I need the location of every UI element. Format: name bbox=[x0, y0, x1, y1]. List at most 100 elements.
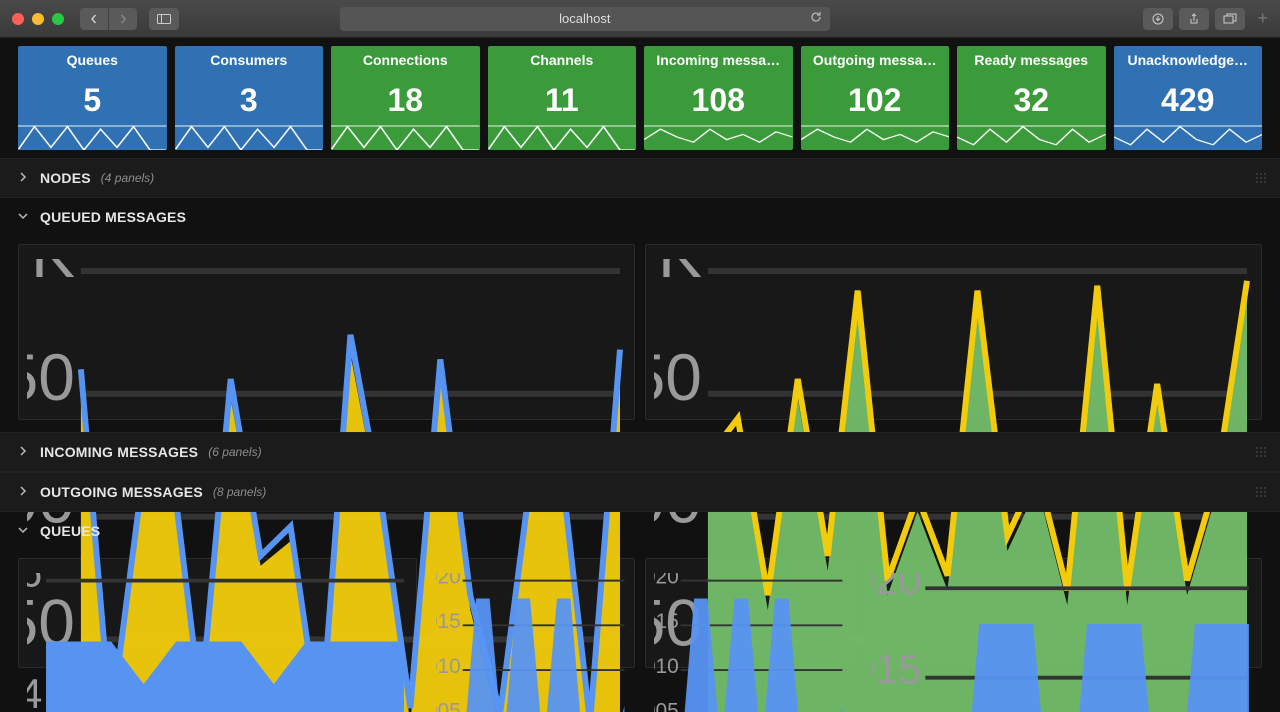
stat-tiles-row: Queues 5 Consumers 3 Connections 18 Chan… bbox=[0, 38, 1280, 158]
svg-text:6: 6 bbox=[27, 573, 42, 595]
row-title: OUTGOING MESSAGES bbox=[40, 484, 203, 500]
row-header-nodes[interactable]: NODES (4 panels) bbox=[0, 158, 1280, 198]
tile-title: Unacknowledge… bbox=[1120, 52, 1257, 68]
svg-text:0.015: 0.015 bbox=[436, 610, 461, 633]
panel-queues-created[interactable]: Queues created / s 0.0050.0100.0150.020 bbox=[645, 558, 853, 668]
svg-text:750: 750 bbox=[27, 340, 75, 414]
row-header-queued-messages[interactable]: QUEUED MESSAGES bbox=[0, 198, 1280, 236]
row-subtitle: (8 panels) bbox=[213, 485, 266, 499]
svg-text:0.010: 0.010 bbox=[436, 655, 461, 678]
panel-messages-ready[interactable]: Messages ready to be delivered 025050075… bbox=[18, 244, 635, 420]
stat-tile[interactable]: Queues 5 bbox=[18, 46, 167, 150]
stat-tile[interactable]: Unacknowledge… 429 bbox=[1114, 46, 1263, 150]
new-tab-button[interactable]: + bbox=[1257, 8, 1268, 29]
share-button[interactable] bbox=[1179, 8, 1209, 30]
tile-sparkline bbox=[18, 120, 167, 150]
row-subtitle: (6 panels) bbox=[208, 445, 261, 459]
row-title: QUEUED MESSAGES bbox=[40, 209, 186, 225]
row-header-outgoing[interactable]: OUTGOING MESSAGES (8 panels) bbox=[0, 472, 1280, 512]
row-title: QUEUES bbox=[40, 523, 100, 539]
chevron-right-icon bbox=[118, 14, 128, 24]
svg-text:0.010: 0.010 bbox=[654, 655, 679, 678]
tile-value: 11 bbox=[545, 82, 579, 119]
tile-sparkline bbox=[801, 120, 950, 150]
svg-text:0.020: 0.020 bbox=[654, 573, 679, 588]
tile-value: 108 bbox=[692, 82, 745, 119]
tile-title: Outgoing messa… bbox=[807, 52, 944, 68]
close-window-button[interactable] bbox=[12, 13, 24, 25]
downloads-button[interactable] bbox=[1143, 8, 1173, 30]
drag-handle-icon[interactable] bbox=[1254, 445, 1268, 459]
row-title: NODES bbox=[40, 170, 91, 186]
row-title: INCOMING MESSAGES bbox=[40, 444, 198, 460]
row-subtitle: (4 panels) bbox=[101, 171, 154, 185]
chevron-right-icon bbox=[18, 443, 30, 461]
chevron-right-icon bbox=[18, 483, 30, 501]
browser-chrome: localhost + bbox=[0, 0, 1280, 38]
sidebar-toggle-button[interactable] bbox=[149, 8, 179, 30]
chevron-down-icon bbox=[18, 208, 30, 226]
svg-text:0.005: 0.005 bbox=[654, 700, 679, 712]
stat-tile[interactable]: Outgoing messa… 102 bbox=[801, 46, 950, 150]
stat-tile[interactable]: Channels 11 bbox=[488, 46, 637, 150]
svg-text:1.0 K: 1.0 K bbox=[27, 259, 75, 291]
tile-value: 32 bbox=[1013, 82, 1049, 119]
panel-queues-deleted[interactable]: Queues deleted / s 0.0050.0100.0150.020 bbox=[863, 558, 1262, 668]
svg-text:1.0 K: 1.0 K bbox=[654, 259, 702, 291]
minimize-window-button[interactable] bbox=[32, 13, 44, 25]
tile-sparkline bbox=[644, 120, 793, 150]
chevron-down-icon bbox=[18, 522, 30, 540]
stat-tile[interactable]: Incoming messa… 108 bbox=[644, 46, 793, 150]
tile-sparkline bbox=[957, 120, 1106, 150]
row-header-incoming[interactable]: INCOMING MESSAGES (6 panels) bbox=[0, 432, 1280, 472]
svg-text:0.015: 0.015 bbox=[654, 610, 679, 633]
drag-handle-icon[interactable] bbox=[1254, 171, 1268, 185]
sidebar-icon bbox=[157, 14, 171, 24]
tile-value: 5 bbox=[83, 82, 101, 119]
tile-title: Queues bbox=[24, 52, 161, 68]
back-button[interactable] bbox=[80, 8, 108, 30]
tile-sparkline bbox=[488, 120, 637, 150]
panel-total-queues[interactable]: Total queues 246 bbox=[18, 558, 417, 668]
chart-queues-declared: 0.005 0.010 0.015 0.020 bbox=[436, 573, 626, 712]
nav-buttons bbox=[80, 8, 137, 30]
share-icon bbox=[1188, 13, 1200, 25]
tile-value: 102 bbox=[848, 82, 901, 119]
svg-text:0.005: 0.005 bbox=[436, 700, 461, 712]
reload-button[interactable] bbox=[810, 11, 822, 26]
stat-tile[interactable]: Ready messages 32 bbox=[957, 46, 1106, 150]
chart-queues-deleted: 0.0050.0100.0150.020 bbox=[872, 573, 1253, 712]
chart-queues-created: 0.005 0.010 0.015 0.020 bbox=[654, 573, 844, 712]
download-icon bbox=[1152, 13, 1164, 25]
chevron-left-icon bbox=[89, 14, 99, 24]
svg-text:0.015: 0.015 bbox=[872, 645, 921, 692]
drag-handle-icon[interactable] bbox=[1254, 485, 1268, 499]
tabs-button[interactable] bbox=[1215, 8, 1245, 30]
tile-title: Ready messages bbox=[963, 52, 1100, 68]
tile-title: Consumers bbox=[181, 52, 318, 68]
tile-sparkline bbox=[331, 120, 480, 150]
stat-tile[interactable]: Connections 18 bbox=[331, 46, 480, 150]
tile-value: 3 bbox=[240, 82, 258, 119]
chevron-right-icon bbox=[18, 169, 30, 187]
tile-title: Connections bbox=[337, 52, 474, 68]
row-header-queues[interactable]: QUEUES bbox=[0, 512, 1280, 550]
tile-value: 429 bbox=[1161, 82, 1214, 119]
tabs-icon bbox=[1223, 13, 1237, 25]
panel-queues-declared[interactable]: Queues declared / s 0.0050.0100.0150.020 bbox=[427, 558, 635, 668]
panel-messages-unack[interactable]: Messages unacknowledged by consumers 025… bbox=[645, 244, 1262, 420]
forward-button[interactable] bbox=[109, 8, 137, 30]
svg-text:750: 750 bbox=[654, 340, 702, 414]
tile-sparkline bbox=[1114, 120, 1263, 150]
window-controls bbox=[12, 13, 64, 25]
tile-title: Incoming messa… bbox=[650, 52, 787, 68]
url-text: localhost bbox=[559, 11, 610, 26]
stat-tile[interactable]: Consumers 3 bbox=[175, 46, 324, 150]
maximize-window-button[interactable] bbox=[52, 13, 64, 25]
reload-icon bbox=[810, 11, 822, 23]
tile-sparkline bbox=[175, 120, 324, 150]
tile-title: Channels bbox=[494, 52, 631, 68]
url-bar[interactable]: localhost bbox=[340, 7, 830, 31]
svg-text:0.020: 0.020 bbox=[436, 573, 461, 588]
svg-text:0.020: 0.020 bbox=[872, 573, 921, 603]
